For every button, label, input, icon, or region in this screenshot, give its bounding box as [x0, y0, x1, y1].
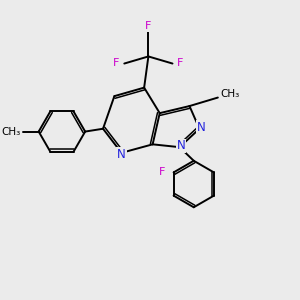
Text: CH₃: CH₃: [2, 127, 21, 136]
Text: F: F: [159, 167, 166, 177]
Text: CH₃: CH₃: [220, 89, 239, 99]
Text: N: N: [117, 148, 126, 161]
Text: N: N: [177, 139, 185, 152]
Text: F: F: [145, 21, 152, 31]
Text: F: F: [113, 58, 119, 68]
Text: F: F: [177, 58, 184, 68]
Text: N: N: [196, 121, 205, 134]
